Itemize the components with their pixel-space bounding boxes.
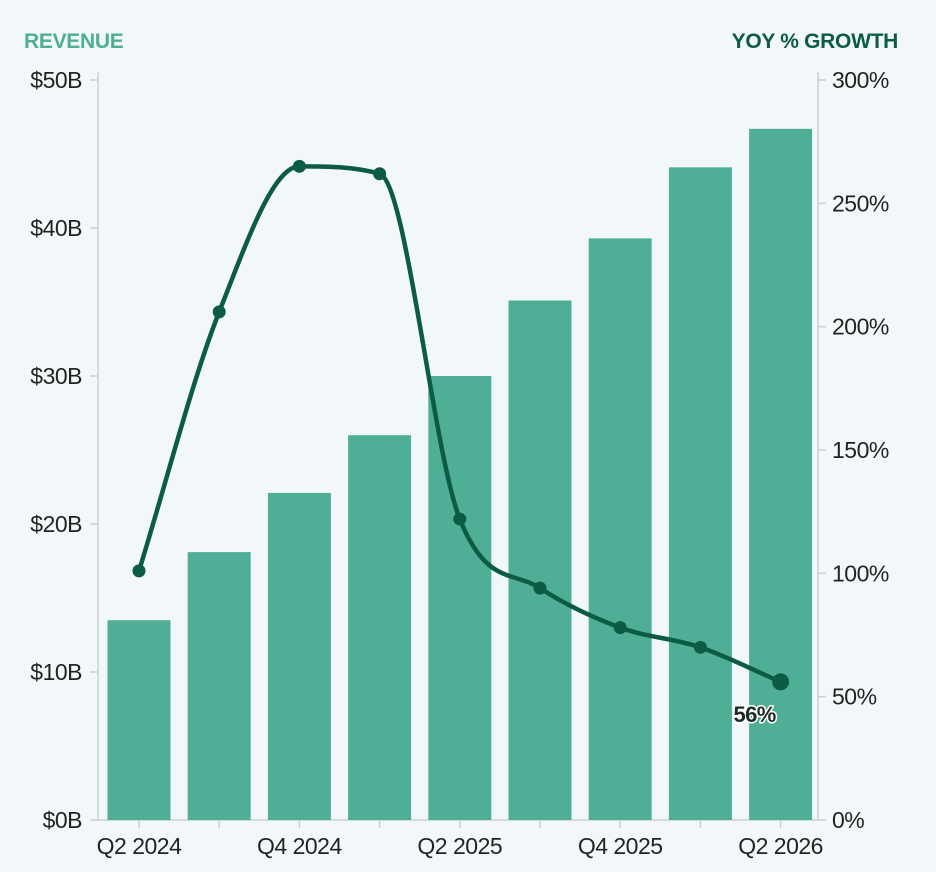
growth-point xyxy=(292,159,306,173)
growth-point xyxy=(772,673,790,691)
right-axis-tick-label: 100% xyxy=(832,560,889,586)
growth-point xyxy=(533,581,547,595)
growth-point xyxy=(132,564,146,578)
growth-data-label: 56% xyxy=(733,702,775,727)
revenue-bar xyxy=(107,620,171,820)
chart-labels: $0B $10B $20B $30B $40B $50B 0% 50% 100% 150% 200%… xyxy=(30,67,889,859)
growth-point xyxy=(453,512,467,526)
right-axis-tick-label: 0% xyxy=(832,807,864,833)
left-axis-tick-label: $40B xyxy=(30,215,82,241)
growth-point xyxy=(613,621,627,635)
right-axis-tick-label: 250% xyxy=(832,190,889,216)
right-axis-tick-label: 200% xyxy=(832,314,889,340)
growth-point xyxy=(693,640,707,654)
revenue-bar xyxy=(508,300,572,820)
left-axis-title: REVENUE xyxy=(24,30,124,53)
revenue-bar xyxy=(348,435,412,820)
left-axis-tick-label: $0B xyxy=(43,807,83,833)
left-axis-tick-label: $20B xyxy=(30,511,82,537)
left-axis-tick-label: $30B xyxy=(30,363,82,389)
x-axis-tick-label: Q2 2026 xyxy=(738,833,823,859)
left-axis-tick-label: $50B xyxy=(30,67,82,93)
growth-point xyxy=(212,305,226,319)
revenue-bar xyxy=(749,128,813,821)
revenue-bar xyxy=(668,167,732,820)
x-axis-tick-label: Q4 2024 xyxy=(257,833,342,859)
revenue-bar xyxy=(588,238,652,821)
right-axis-tick-label: 300% xyxy=(832,67,889,93)
revenue-bar xyxy=(267,492,331,820)
x-axis-tick-label: Q2 2025 xyxy=(417,833,502,859)
right-axis-tick-label: 50% xyxy=(832,684,877,710)
x-axis-tick-label: Q2 2024 xyxy=(97,833,182,859)
revenue-bar xyxy=(428,376,492,820)
x-axis-tick-label: Q4 2025 xyxy=(578,833,663,859)
right-axis-tick-label: 150% xyxy=(832,437,889,463)
right-axis-title: YOY % GROWTH xyxy=(732,30,898,53)
left-axis-tick-label: $10B xyxy=(30,659,82,685)
growth-line xyxy=(132,159,790,691)
revenue-bars xyxy=(107,128,813,821)
revenue-bar xyxy=(187,552,251,820)
growth-point xyxy=(373,167,387,181)
